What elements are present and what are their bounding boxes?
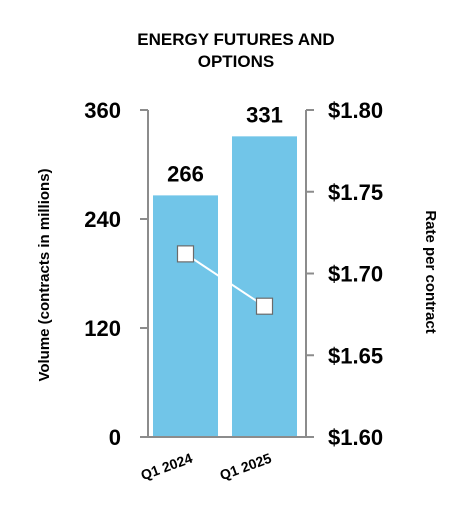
left-tick-label: 360 — [84, 98, 121, 123]
rate-point — [255, 297, 274, 315]
left-tick-label: 120 — [84, 316, 121, 341]
category-label: Q1 2024 — [139, 450, 195, 483]
chart-title-line: OPTIONS — [198, 52, 275, 71]
bar-value-label: 331 — [246, 102, 283, 127]
bar — [232, 136, 297, 437]
bar — [153, 195, 218, 437]
bar-data-labels: 266 331 — [167, 102, 283, 186]
left-axis-ticks: 0 120 240 360 — [84, 98, 148, 450]
right-tick-label: $1.75 — [328, 180, 383, 205]
left-tick-label: 240 — [84, 207, 121, 232]
bar-value-label: 266 — [167, 161, 204, 186]
rate-line — [184, 253, 266, 308]
rate-point — [176, 245, 195, 263]
right-axis-label: Rate per contract — [422, 210, 439, 333]
chart-title: ENERGY FUTURES AND OPTIONS — [137, 30, 334, 71]
right-tick-label: $1.65 — [328, 343, 383, 368]
right-tick-label: $1.60 — [328, 425, 383, 450]
bar-series — [153, 136, 297, 437]
category-label: Q1 2025 — [218, 450, 274, 483]
right-tick-label: $1.70 — [328, 262, 383, 287]
left-axis-label: Volume (contracts in millions) — [36, 168, 53, 381]
left-tick-label: 0 — [109, 425, 121, 450]
right-tick-label: $1.80 — [328, 98, 383, 123]
category-labels: Q1 2024 Q1 2025 — [139, 450, 274, 483]
right-axis-ticks: $1.60 $1.65 $1.70 $1.75 $1.80 — [306, 98, 383, 450]
rate-line-series — [176, 245, 274, 315]
chart-title-line: ENERGY FUTURES AND — [137, 30, 334, 49]
